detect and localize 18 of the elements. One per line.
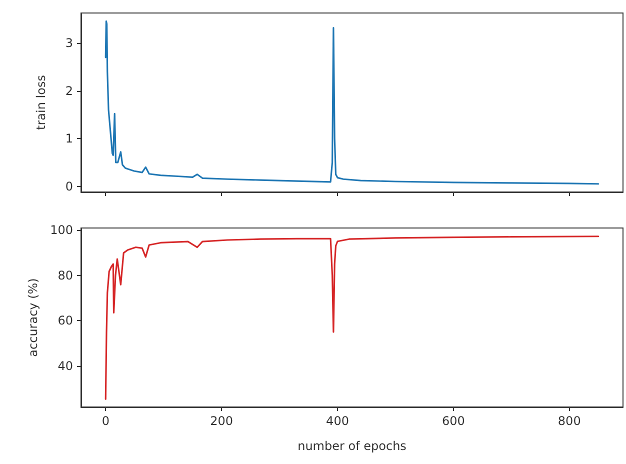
y-axis-title: accuracy (%)	[26, 278, 40, 357]
x-tick-label: 0	[102, 414, 110, 428]
y-tick-label: 40	[58, 358, 73, 373]
x-tick-label: 200	[210, 414, 234, 428]
x-tick-label: 800	[558, 414, 581, 428]
y-tick-label: 1	[65, 132, 73, 146]
y-tick-label: 3	[65, 36, 73, 50]
line-series	[104, 236, 600, 400]
y-tick-label: 80	[58, 268, 73, 282]
y-axis-title: train loss	[34, 75, 48, 130]
line-series	[104, 20, 600, 185]
x-tick-label: 400	[326, 414, 349, 428]
y-tick-label: 60	[58, 314, 73, 328]
y-tick-label: 0	[65, 179, 73, 194]
x-axis-title: number of epochs	[298, 439, 406, 453]
x-tick-label: 600	[442, 414, 465, 428]
y-tick-label: 100	[50, 223, 73, 238]
y-tick-label: 2	[65, 84, 73, 98]
